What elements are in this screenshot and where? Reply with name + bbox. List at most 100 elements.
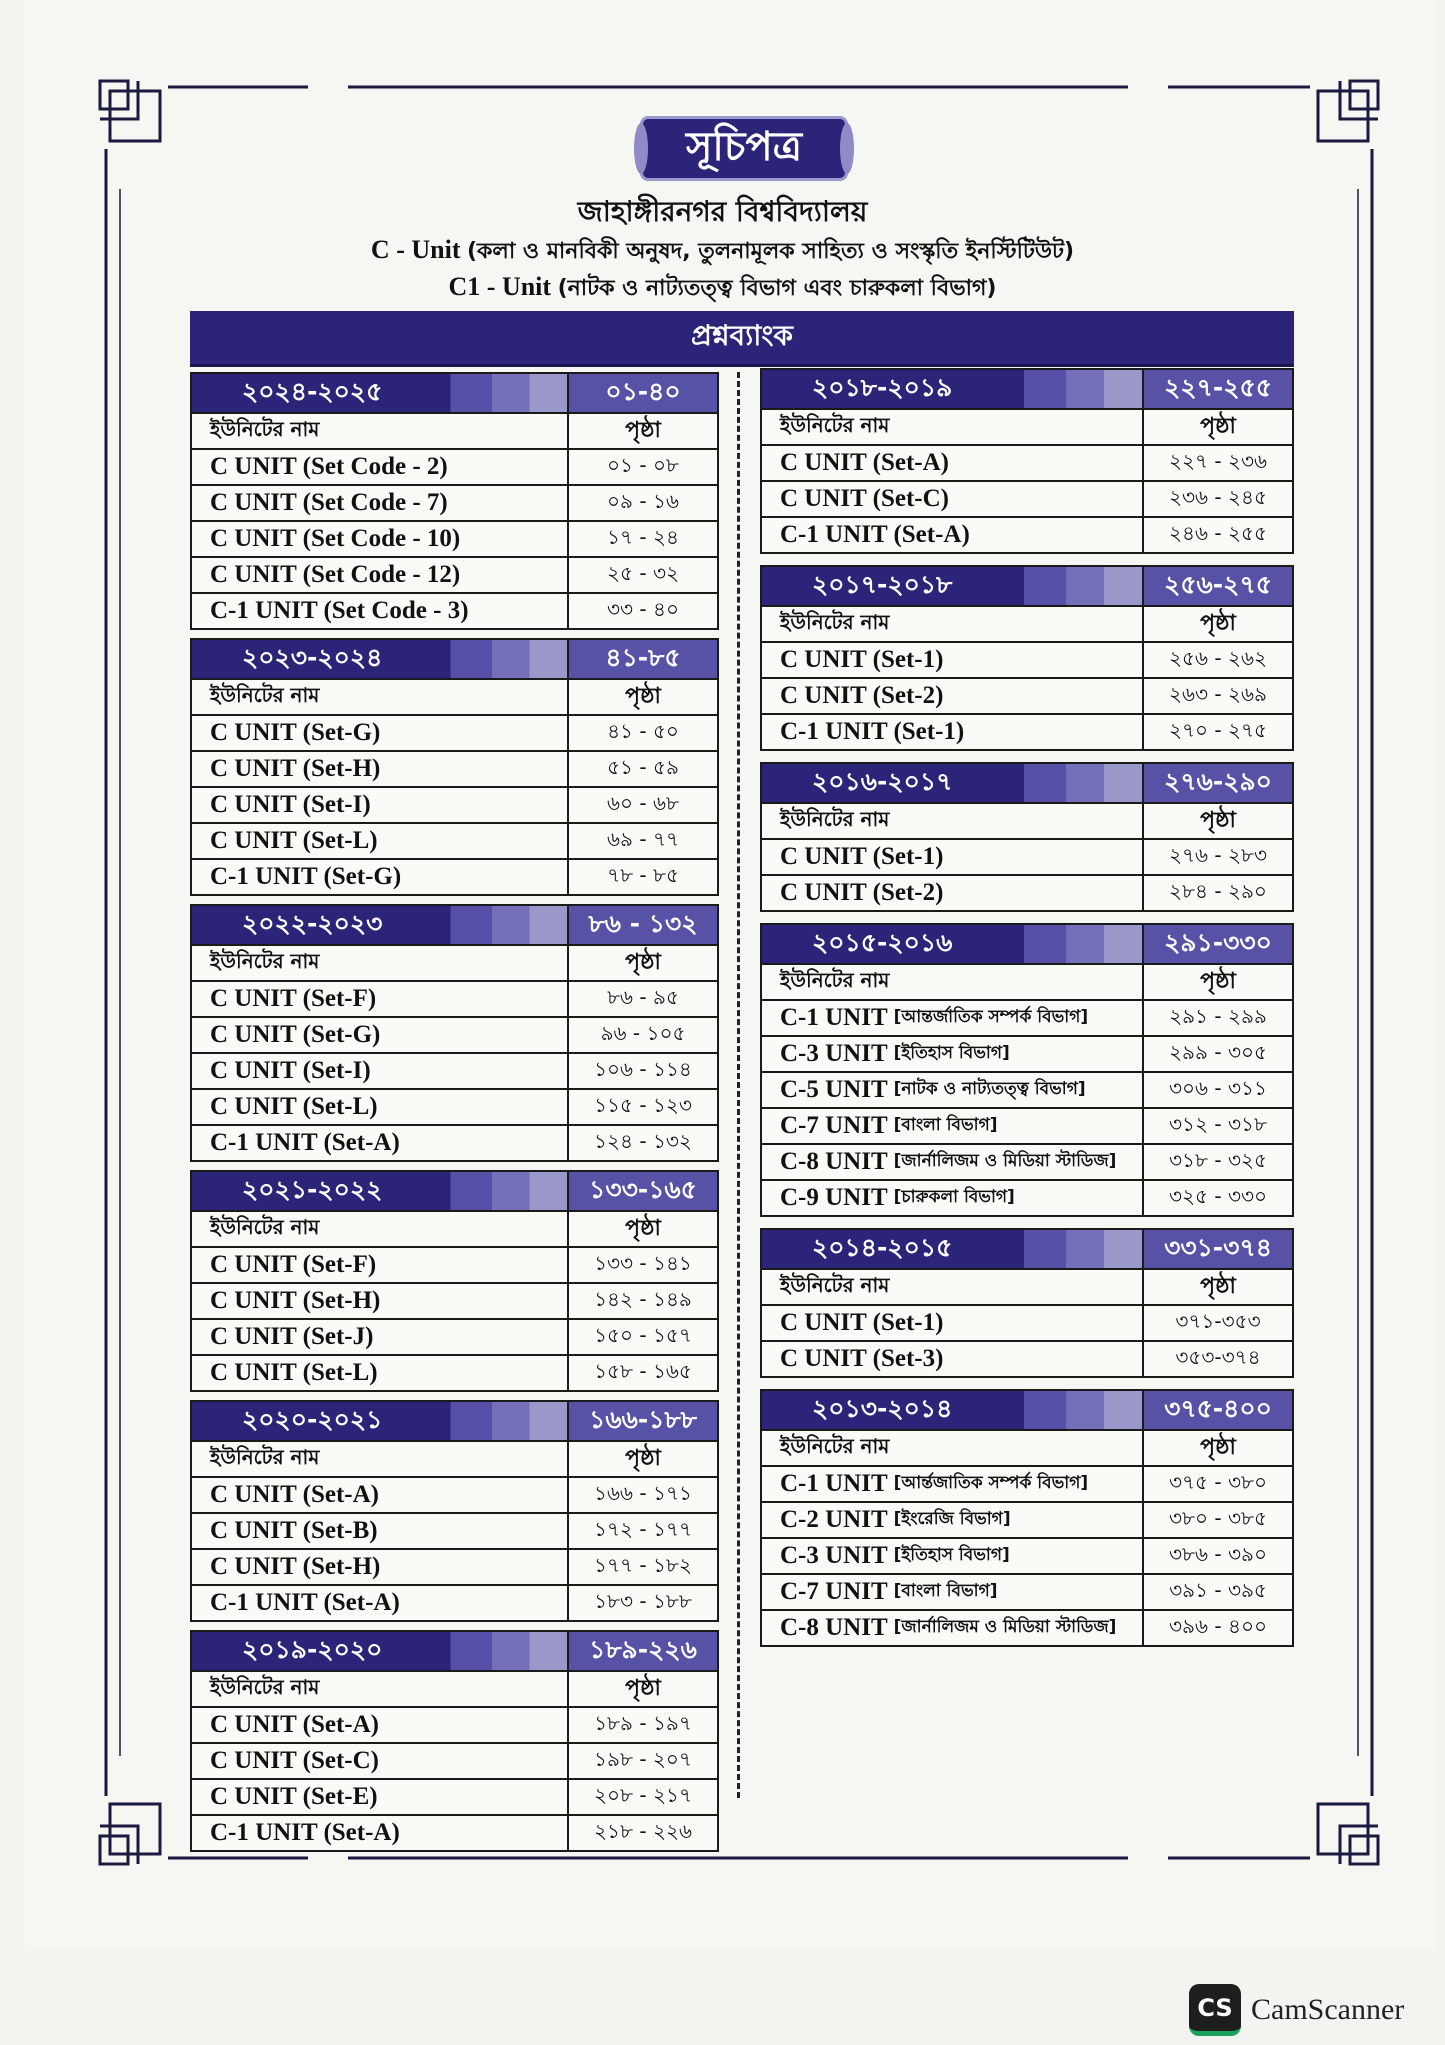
unit-name: C UNIT (Set-G) bbox=[210, 719, 381, 746]
table-row: C-8 UNIT [জার্নালিজম ও মিডিয়া স্টাডিজ] ৩১… bbox=[762, 1143, 1292, 1179]
unit-name: C UNIT (Set-H) bbox=[210, 755, 381, 782]
page-numbers: ২৫ - ৩২ bbox=[607, 560, 679, 585]
page-numbers: ৩১২ - ৩১৮ bbox=[1169, 1111, 1267, 1136]
unit-name: C UNIT (Set-1) bbox=[780, 646, 944, 673]
unit-name: C UNIT (Set-1) bbox=[780, 843, 944, 870]
unit-name: C UNIT (Set-3) bbox=[780, 1345, 944, 1372]
unit-name: C UNIT (Set-L) bbox=[210, 1093, 378, 1120]
unit-name-cell: C UNIT (Set-A) bbox=[192, 1478, 569, 1512]
unit-name-cell: C UNIT (Set-A) bbox=[762, 446, 1144, 480]
unit-name-cell: C UNIT (Set-G) bbox=[192, 1018, 569, 1052]
unit-name-cell: C UNIT (Set-E) bbox=[192, 1780, 569, 1814]
c-unit-description: (কলা ও মানবিকী অনুষদ, তুলনামূলক সাহিত্য … bbox=[466, 239, 1075, 264]
unit-name: C UNIT (Set Code - 10) bbox=[210, 525, 461, 552]
page-numbers: ০১ - ০৮ bbox=[607, 452, 679, 477]
page-numbers: ৩১৮ - ৩২৫ bbox=[1169, 1147, 1267, 1172]
camscanner-brand: CamScanner bbox=[1251, 1993, 1405, 2026]
page-range: ০১-৪০ bbox=[569, 374, 717, 412]
unit-name-cell: C UNIT (Set-1) bbox=[762, 643, 1144, 677]
unit-name: C UNIT (Set-F) bbox=[210, 1251, 377, 1278]
table-row: C UNIT (Set-H) ১৪২ - ১৪৯ bbox=[192, 1282, 717, 1318]
unit-name-cell: C-1 UNIT [আর্ন্তজাতিক সম্পর্ক বিভাগ] bbox=[762, 1467, 1144, 1501]
table-row: C UNIT (Set-I) ১০৬ - ১১৪ bbox=[192, 1052, 717, 1088]
unit-name: C UNIT (Set Code - 2) bbox=[210, 453, 448, 480]
table-row: C UNIT (Set-G) ৯৬ - ১০৫ bbox=[192, 1016, 717, 1052]
table-row: C UNIT (Set-2) ২৮৪ - ২৯০ bbox=[762, 874, 1292, 910]
year-label: ২০১৩-২০১৪ bbox=[762, 1391, 1144, 1429]
unit-name: C-2 UNIT bbox=[780, 1506, 888, 1533]
page-numbers: ২৬৩ - ২৬৯ bbox=[1169, 681, 1267, 706]
year-label: ২০২০-২০২১ bbox=[192, 1402, 569, 1440]
year-label: ২০২১-২০২২ bbox=[192, 1172, 569, 1210]
table-row: C UNIT (Set-A) ১৬৬ - ১৭১ bbox=[192, 1476, 717, 1512]
table-row: C UNIT (Set-H) ১৭৭ - ১৮২ bbox=[192, 1548, 717, 1584]
page-numbers: ১৬৬ - ১৭১ bbox=[594, 1480, 692, 1505]
table-row: C UNIT (Set-I) ৬০ - ৬৮ bbox=[192, 786, 717, 822]
table-row: C UNIT (Set-L) ১১৫ - ১২৩ bbox=[192, 1088, 717, 1124]
column-header-row: ইউনিটের নাম পৃষ্ঠা bbox=[192, 1670, 717, 1706]
unit-name-header: ইউনিটের নাম bbox=[192, 414, 569, 448]
page-numbers: ২৫৬ - ২৬২ bbox=[1169, 645, 1267, 670]
table-row: C UNIT (Set-G) ৪১ - ৫০ bbox=[192, 714, 717, 750]
table-row: C-1 UNIT (Set-A) ২১৮ - ২২৬ bbox=[192, 1814, 717, 1850]
unit-name-cell: C UNIT (Set Code - 12) bbox=[192, 558, 569, 592]
page-header: পৃষ্ঠা bbox=[625, 417, 661, 443]
page-numbers: ১৮৩ - ১৮৮ bbox=[594, 1588, 692, 1613]
page-numbers: ৩৯১ - ৩৯৫ bbox=[1169, 1577, 1267, 1602]
c1-unit-line: C1 - Unit (নাটক ও নাট্যতত্ত্ব বিভাগ এবং … bbox=[0, 271, 1445, 308]
unit-name: C-1 UNIT (Set-1) bbox=[780, 718, 965, 745]
unit-name: C-9 UNIT bbox=[780, 1184, 888, 1211]
unit-name: C-1 UNIT (Set Code - 3) bbox=[210, 597, 469, 624]
page-header: পৃষ্ঠা bbox=[1200, 968, 1236, 994]
page-numbers: ৮৬ - ৯৫ bbox=[607, 984, 679, 1009]
page-numbers: ১৪২ - ১৪৯ bbox=[594, 1286, 692, 1311]
unit-name: C UNIT (Set-H) bbox=[210, 1287, 381, 1314]
year-label: ২০১৬-২০১৭ bbox=[762, 764, 1144, 802]
unit-name-cell: C-3 UNIT [ইতিহাস বিভাগ] bbox=[762, 1037, 1144, 1071]
unit-name: C UNIT (Set-L) bbox=[210, 827, 378, 854]
unit-name-cell: C-1 UNIT (Set-A) bbox=[192, 1586, 569, 1620]
year-block: ২০২৩-২০২৪ ৪১-৮৫ ইউনিটের নাম পৃষ্ঠা C UNIT (S… bbox=[190, 638, 719, 896]
table-row: C UNIT (Set-A) ১৮৯ - ১৯৭ bbox=[192, 1706, 717, 1742]
unit-name: C UNIT (Set-2) bbox=[780, 682, 944, 709]
unit-name: C-7 UNIT bbox=[780, 1112, 888, 1139]
camscanner-watermark: CS CamScanner bbox=[1189, 1984, 1404, 2036]
page-numbers: ১৭ - ২৪ bbox=[607, 524, 679, 549]
table-row: C UNIT (Set-E) ২০৮ - ২১৭ bbox=[192, 1778, 717, 1814]
unit-name-cell: C UNIT (Set-L) bbox=[192, 1356, 569, 1390]
camscanner-logo-icon: CS bbox=[1189, 1984, 1241, 2036]
page-numbers: ৩৫৩-৩৭৪ bbox=[1175, 1344, 1261, 1369]
year-header: ২০২৩-২০২৪ ৪১-৮৫ bbox=[192, 640, 717, 678]
page-numbers: ২৪৬ - ২৫৫ bbox=[1169, 520, 1267, 545]
unit-name-cell: C UNIT (Set-B) bbox=[192, 1514, 569, 1548]
unit-name-cell: C UNIT (Set-1) bbox=[762, 1306, 1144, 1340]
department-name: [আর্ন্তজাতিক সম্পর্ক বিভাগ] bbox=[893, 1473, 1089, 1493]
unit-name-cell: C UNIT (Set-2) bbox=[762, 876, 1144, 910]
unit-name-cell: C-7 UNIT [বাংলা বিভাগ] bbox=[762, 1109, 1144, 1143]
page-range: ২৭৬-২৯০ bbox=[1144, 764, 1292, 802]
page-numbers: ৩৮৬ - ৩৯০ bbox=[1169, 1541, 1267, 1566]
department-name: [জার্নালিজম ও মিডিয়া স্টাডিজ] bbox=[893, 1151, 1117, 1171]
page-range: ১৮৯-২২৬ bbox=[569, 1632, 717, 1670]
page-numbers: ১৭২ - ১৭৭ bbox=[594, 1516, 692, 1541]
unit-name-cell: C-1 UNIT (Set Code - 3) bbox=[192, 594, 569, 628]
unit-name-cell: C UNIT (Set Code - 2) bbox=[192, 450, 569, 484]
table-row: C-1 UNIT (Set-1) ২৭০ - ২৭৫ bbox=[762, 713, 1292, 749]
table-row: C-1 UNIT (Set-A) ১৮৩ - ১৮৮ bbox=[192, 1584, 717, 1620]
unit-name-header: ইউনিটের নাম bbox=[762, 607, 1144, 641]
table-row: C-3 UNIT [ইতিহাস বিভাগ] ২৯৯ - ৩০৫ bbox=[762, 1035, 1292, 1071]
unit-name: C UNIT (Set-B) bbox=[210, 1517, 378, 1544]
department-name: [বাংলা বিভাগ] bbox=[893, 1115, 998, 1135]
column-header-row: ইউনিটের নাম পৃষ্ঠা bbox=[762, 1268, 1292, 1304]
table-row: C UNIT (Set-1) ৩৭১-৩৫৩ bbox=[762, 1304, 1292, 1340]
unit-name-cell: C UNIT (Set-2) bbox=[762, 679, 1144, 713]
unit-name-header: ইউনিটের নাম bbox=[762, 410, 1144, 444]
unit-name-cell: C UNIT (Set-F) bbox=[192, 982, 569, 1016]
unit-name-cell: C-1 UNIT (Set-A) bbox=[192, 1126, 569, 1160]
table-row: C-1 UNIT (Set-G) ৭৮ - ৮৫ bbox=[192, 858, 717, 894]
table-row: C UNIT (Set-L) ১৫৮ - ১৬৫ bbox=[192, 1354, 717, 1390]
unit-name: C UNIT (Set-2) bbox=[780, 879, 944, 906]
page-range: ২৯১-৩৩০ bbox=[1144, 925, 1292, 963]
unit-name: C UNIT (Set Code - 7) bbox=[210, 489, 448, 516]
page-numbers: ২১৮ - ২২৬ bbox=[594, 1818, 692, 1843]
